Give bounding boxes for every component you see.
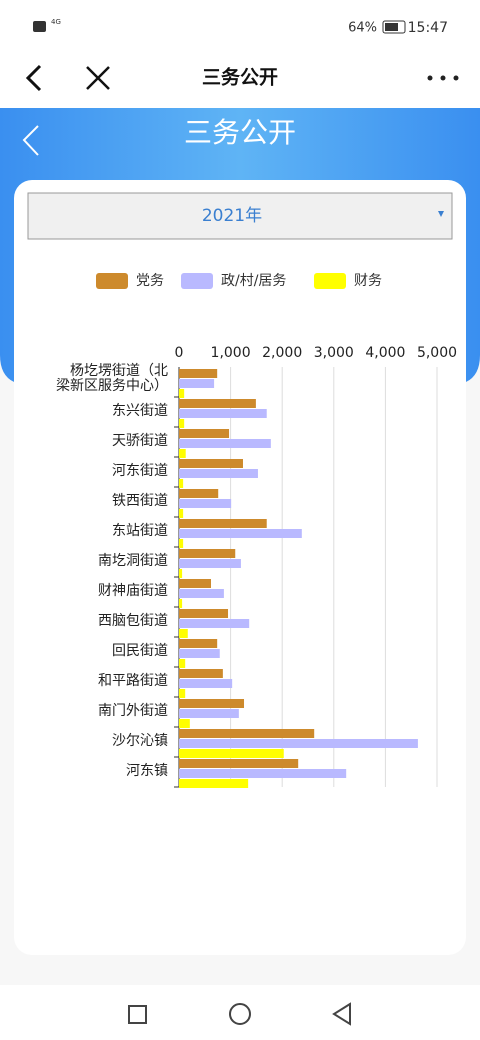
legend-label: 财务	[354, 273, 382, 289]
recent-button[interactable]	[128, 1005, 147, 1024]
battery-icon	[382, 20, 406, 34]
bar	[179, 569, 183, 578]
x-tick-label: 0	[175, 345, 184, 361]
bar	[179, 369, 218, 378]
x-tick-label: 2,000	[262, 345, 302, 361]
network: 4G	[51, 18, 61, 26]
bar	[179, 719, 190, 728]
bar	[179, 589, 224, 598]
bar	[179, 459, 243, 468]
y-tick-label: 杨圪塄街道（北梁新区服务中心）	[56, 363, 168, 394]
y-tick-label: 天骄街道	[112, 433, 168, 449]
legend-label: 政/村/居务	[221, 273, 286, 289]
legend-swatch	[181, 273, 213, 289]
y-tick-label: 财神庙街道	[98, 583, 168, 599]
bar	[179, 669, 223, 678]
x-tick-label: 1,000	[211, 345, 251, 361]
bar	[179, 559, 241, 568]
year-value: 2021年	[202, 206, 262, 226]
bar	[179, 509, 184, 518]
bar	[179, 759, 299, 768]
battery-text: 64%	[348, 21, 377, 36]
bar	[179, 519, 267, 528]
system-nav	[0, 985, 480, 1040]
y-tick-label: 回民街道	[112, 643, 168, 659]
bar	[179, 619, 250, 628]
close-button[interactable]	[86, 66, 110, 90]
bar	[179, 439, 271, 448]
bar	[179, 599, 183, 608]
bar	[179, 399, 256, 408]
bar	[179, 769, 347, 778]
back-nav-button[interactable]	[332, 1002, 351, 1026]
hd-icon	[33, 21, 46, 32]
bar	[179, 629, 188, 638]
bar	[179, 689, 186, 698]
bar	[179, 579, 211, 588]
bar	[179, 699, 245, 708]
bar	[179, 739, 418, 748]
y-tick-label: 河东街道	[112, 463, 168, 479]
header-back[interactable]	[22, 125, 39, 156]
x-tick-label: 4,000	[365, 345, 405, 361]
bar	[179, 779, 249, 788]
y-tick-label: 东兴街道	[112, 403, 168, 419]
y-tick-label: 南门外街道	[98, 703, 168, 719]
bar	[179, 469, 258, 478]
bar	[179, 639, 218, 648]
y-tick-label: 河东镇	[126, 763, 168, 779]
year-select[interactable]	[27, 192, 453, 240]
bar	[179, 609, 229, 618]
bar	[179, 409, 267, 418]
legend-swatch	[314, 273, 346, 289]
bar	[179, 649, 220, 658]
y-tick-label: 和平路街道	[98, 673, 168, 689]
dropdown-arrow	[438, 211, 444, 217]
home-button[interactable]	[229, 1003, 251, 1025]
bar	[179, 449, 186, 458]
bar	[179, 419, 185, 428]
battery-level	[385, 23, 398, 31]
legend-swatch	[96, 273, 128, 289]
back-button[interactable]	[25, 64, 42, 92]
bar	[179, 529, 302, 538]
top-bars	[0, 0, 480, 108]
bar	[179, 659, 186, 668]
y-tick-label: 东站街道	[112, 523, 168, 539]
y-tick-label: 沙尔沁镇	[112, 733, 168, 749]
y-tick-label: 西脑包街道	[98, 613, 168, 629]
bar	[179, 379, 215, 388]
y-tick-label: 南圪洞街道	[98, 553, 168, 569]
time: 15:47	[408, 20, 448, 36]
legend-label: 党务	[136, 273, 164, 289]
bar	[179, 479, 184, 488]
header-title: 三务公开	[184, 116, 296, 149]
bar	[179, 549, 236, 558]
bar	[179, 499, 232, 508]
y-tick-label: 铁西街道	[112, 493, 168, 509]
bar	[179, 389, 185, 398]
bar	[179, 539, 184, 548]
more-button[interactable]	[427, 75, 459, 81]
nav-title: 三务公开	[202, 66, 278, 89]
bar	[179, 429, 230, 438]
bar	[179, 489, 219, 498]
bar	[179, 709, 239, 718]
chart: 党务 政/村/居务 财务 0 1,000 2,000 3,000 4,000 5,000 杨圪塄街…	[56, 273, 457, 788]
bar	[179, 679, 233, 688]
x-tick-label: 5,000	[417, 345, 457, 361]
bar	[179, 729, 315, 738]
bar	[179, 749, 284, 758]
x-tick-label: 3,000	[314, 345, 354, 361]
